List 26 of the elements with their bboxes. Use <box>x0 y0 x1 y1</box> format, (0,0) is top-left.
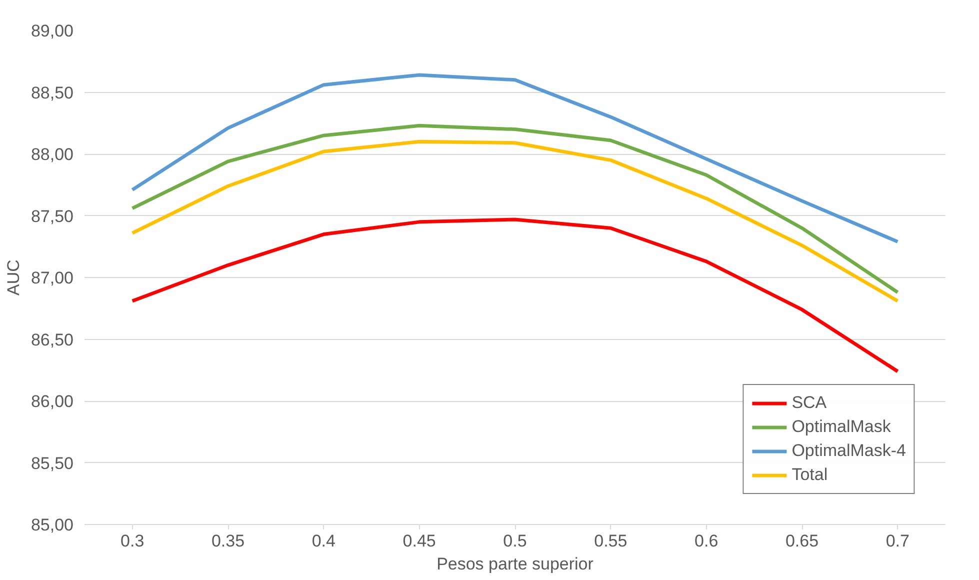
x-tick-label: 0.4 <box>312 532 336 550</box>
legend-label: Total <box>792 465 828 485</box>
line-series <box>130 73 900 244</box>
y-tick-label: 87,50 <box>30 206 74 226</box>
x-tick-label: 0.45 <box>402 532 436 550</box>
legend-label: OptimalMask <box>792 417 891 437</box>
y-tick-label: 87,00 <box>30 268 74 288</box>
x-tick-label: 0.5 <box>503 532 527 550</box>
y-tick-label: 89,00 <box>30 22 74 40</box>
x-tick-label: 0.65 <box>785 532 819 550</box>
x-tick-label: 0.55 <box>594 532 628 550</box>
legend-label: SCA <box>792 393 827 413</box>
y-axis-title: AUC <box>4 260 23 296</box>
x-tick-label: 0.35 <box>211 532 245 550</box>
x-axis-title: Pesos parte superior <box>436 554 594 574</box>
line-series <box>130 218 900 374</box>
legend-label: OptimalMask-4 <box>792 441 906 461</box>
y-tick-label: 88,00 <box>30 145 74 164</box>
x-tick-label: 0.3 <box>120 532 144 550</box>
x-tick-label: 0.6 <box>694 532 718 550</box>
y-tick-label: 85,50 <box>30 454 74 473</box>
y-tick-label: 86,50 <box>30 330 74 350</box>
x-tick-label: 0.7 <box>886 532 910 550</box>
y-tick-label: 88,50 <box>30 83 74 102</box>
y-tick-label: 85,00 <box>30 516 74 534</box>
y-tick-label: 86,00 <box>30 392 74 411</box>
